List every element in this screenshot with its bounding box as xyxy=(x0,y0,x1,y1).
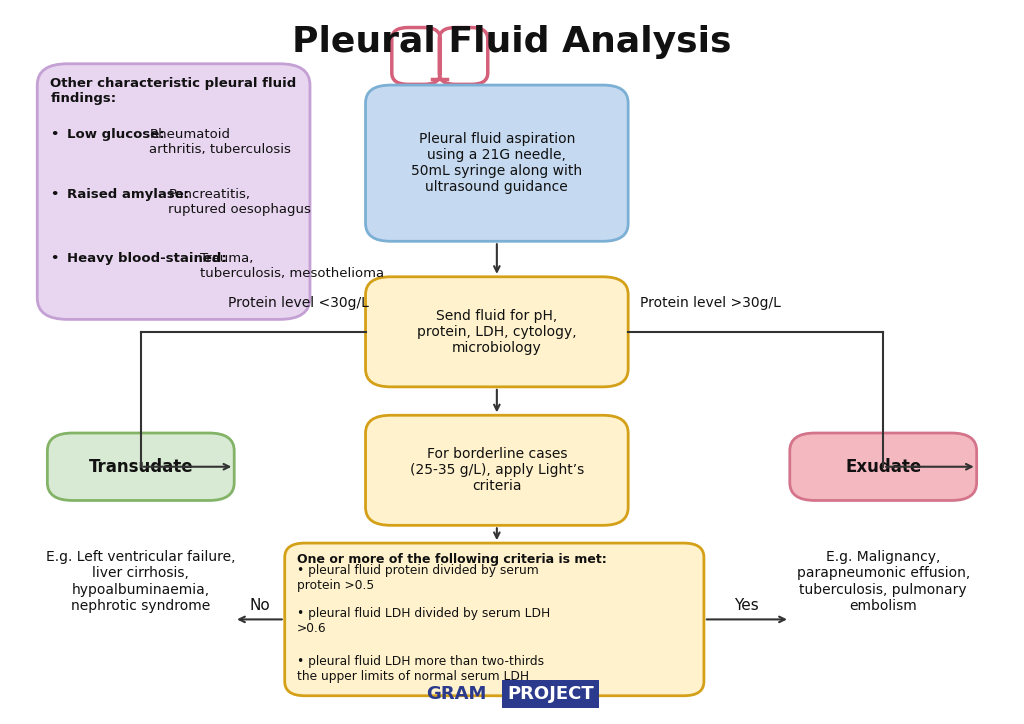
Text: •: • xyxy=(50,252,58,265)
Text: Low glucose:: Low glucose: xyxy=(67,127,169,140)
Text: • pleural fluid protein divided by serum
protein >0.5: • pleural fluid protein divided by serum… xyxy=(297,565,539,592)
Text: Pancreatitis,
ruptured oesophagus: Pancreatitis, ruptured oesophagus xyxy=(168,188,311,216)
FancyBboxPatch shape xyxy=(47,433,234,500)
Text: •: • xyxy=(50,127,58,140)
Text: Send fluid for pH,
protein, LDH, cytology,
microbiology: Send fluid for pH, protein, LDH, cytolog… xyxy=(417,308,577,355)
Text: Other characteristic pleural fluid
findings:: Other characteristic pleural fluid findi… xyxy=(50,77,297,104)
Text: E.g. Left ventricular failure,
liver cirrhosis,
hypoalbuminaemia,
nephrotic synd: E.g. Left ventricular failure, liver cir… xyxy=(46,550,236,613)
FancyBboxPatch shape xyxy=(366,416,628,526)
Text: Pleural fluid aspiration
using a 21G needle,
50mL syringe along with
ultrasound : Pleural fluid aspiration using a 21G nee… xyxy=(412,132,583,195)
Text: Heavy blood-stained:: Heavy blood-stained: xyxy=(67,252,231,265)
Text: Rheumatoid
arthritis, tuberculosis: Rheumatoid arthritis, tuberculosis xyxy=(150,127,291,156)
Text: Protein level <30g/L: Protein level <30g/L xyxy=(228,296,369,311)
FancyBboxPatch shape xyxy=(366,277,628,387)
FancyBboxPatch shape xyxy=(285,543,703,696)
Text: Yes: Yes xyxy=(734,598,759,613)
FancyBboxPatch shape xyxy=(366,85,628,241)
Text: • pleural fluid LDH divided by serum LDH
>0.6: • pleural fluid LDH divided by serum LDH… xyxy=(297,607,550,635)
Text: Pleural Fluid Analysis: Pleural Fluid Analysis xyxy=(292,25,732,59)
Text: One or more of the following criteria is met:: One or more of the following criteria is… xyxy=(297,553,606,566)
Text: For borderline cases
(25-35 g/L), apply Light’s
criteria: For borderline cases (25-35 g/L), apply … xyxy=(410,447,584,494)
Text: • pleural fluid LDH more than two-thirds
the upper limits of normal serum LDH: • pleural fluid LDH more than two-thirds… xyxy=(297,654,544,683)
Text: Transudate: Transudate xyxy=(88,458,194,476)
Text: PROJECT: PROJECT xyxy=(507,686,594,703)
Text: Trauma,
tuberculosis, mesothelioma: Trauma, tuberculosis, mesothelioma xyxy=(200,252,384,280)
Text: Raised amylase:: Raised amylase: xyxy=(67,188,194,201)
Text: GRAM: GRAM xyxy=(426,686,486,703)
Text: Protein level >30g/L: Protein level >30g/L xyxy=(640,296,780,311)
FancyBboxPatch shape xyxy=(37,64,310,319)
Text: •: • xyxy=(50,188,58,201)
Text: Exudate: Exudate xyxy=(845,458,922,476)
Text: E.g. Malignancy,
parapneumonic effusion,
tuberculosis, pulmonary
embolism: E.g. Malignancy, parapneumonic effusion,… xyxy=(797,550,970,613)
FancyBboxPatch shape xyxy=(790,433,977,500)
Text: No: No xyxy=(249,598,270,613)
